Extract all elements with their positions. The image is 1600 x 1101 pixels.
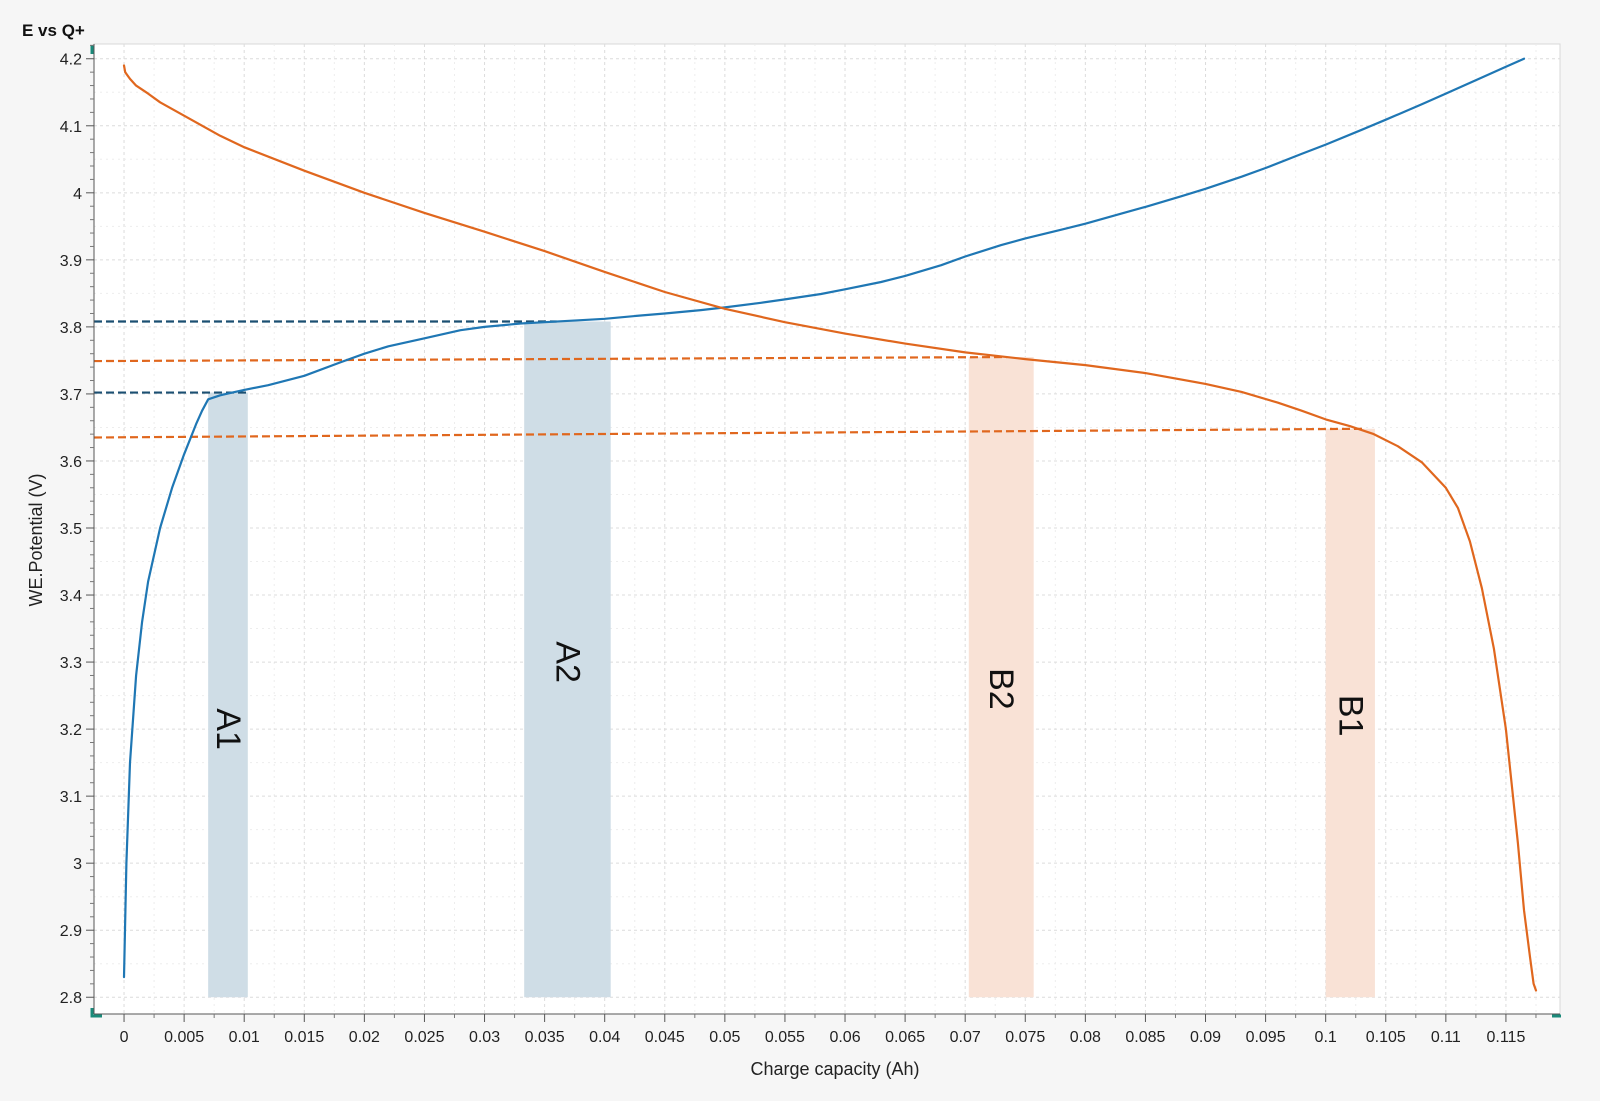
x-tick-label: 0.055: [765, 1029, 805, 1046]
y-axis-title: WE.Potential (V): [26, 473, 46, 606]
x-axis-title: Charge capacity (Ah): [750, 1059, 919, 1079]
y-tick-label: 2.8: [60, 990, 82, 1007]
x-tick-label: 0.04: [589, 1029, 620, 1046]
band-b1: [1325, 428, 1375, 998]
x-tick-label: 0.07: [950, 1029, 981, 1046]
y-tick-label: 3: [73, 856, 82, 873]
y-tick-label: 3.9: [60, 253, 82, 270]
plot-area-background: [93, 43, 1561, 1015]
y-tick-label: 3.6: [60, 454, 82, 471]
x-tick-label: 0: [120, 1029, 129, 1046]
x-tick-label: 0.08: [1070, 1029, 1101, 1046]
y-tick-label: 4: [73, 186, 82, 203]
band-label-a1: A1: [209, 708, 247, 750]
x-tick-label: 0.005: [164, 1029, 204, 1046]
band-labels: A1 A2 B2 B1: [209, 641, 1369, 750]
series-line-charge: [122, 57, 1526, 979]
x-tick-label: 0.105: [1366, 1029, 1406, 1046]
band-label-a2: A2: [548, 641, 586, 683]
x-tick-label: 0.06: [829, 1029, 860, 1046]
y-tick-label: 3.1: [60, 789, 82, 806]
x-tick-label: 0.03: [469, 1029, 500, 1046]
y-tick-label: 3.2: [60, 722, 82, 739]
guide-line: [93, 355, 1008, 363]
y-tick-label: 4.2: [60, 52, 82, 69]
x-tick-label: 0.035: [525, 1029, 565, 1046]
x-tick-label: 0.075: [1005, 1029, 1045, 1046]
x-tick-label: 0.11: [1431, 1029, 1461, 1046]
x-tick-label: 0.01: [229, 1029, 260, 1046]
band-a1: [208, 392, 248, 998]
guide-lines: [93, 320, 1363, 439]
y-tick-label: 3.5: [60, 521, 82, 538]
axes: 0 0.005 0.01 0.015 0.02 0.025 0.03 0.035 0.04 0.0…: [60, 44, 1561, 1046]
x-tick-label: 0.025: [404, 1029, 444, 1046]
x-tick-label: 0.02: [349, 1029, 380, 1046]
x-tick-label: 0.05: [709, 1029, 740, 1046]
y-tick-label: 3.4: [60, 588, 82, 605]
x-tick-label: 0.095: [1246, 1029, 1286, 1046]
y-tick-label: 4.1: [60, 119, 82, 136]
y-tick-label: 3.7: [60, 387, 82, 404]
y-tick-label: 3.8: [60, 320, 82, 337]
x-tick-label: 0.1: [1315, 1029, 1337, 1046]
y-tick-label: 3.3: [60, 655, 82, 672]
x-tick-label: 0.015: [284, 1029, 324, 1046]
x-tick-label: 0.09: [1190, 1029, 1221, 1046]
series-lines: [122, 57, 1538, 992]
x-tick-label: 0.085: [1125, 1029, 1165, 1046]
x-tick-label: 0.115: [1486, 1029, 1525, 1046]
series-line-discharge: [122, 64, 1538, 992]
band-label-b1: B1: [1331, 695, 1369, 737]
y-tick-label: 2.9: [60, 923, 82, 940]
guide-line: [93, 427, 1363, 439]
x-tick-label: 0.045: [645, 1029, 685, 1046]
band-b2: [968, 357, 1034, 998]
band-label-b2: B2: [982, 668, 1020, 710]
x-tick-label: 0.065: [885, 1029, 925, 1046]
grid-lines: [94, 44, 1560, 1014]
chart-title: E vs Q+: [22, 21, 85, 40]
corner-marker: [90, 1008, 102, 1018]
